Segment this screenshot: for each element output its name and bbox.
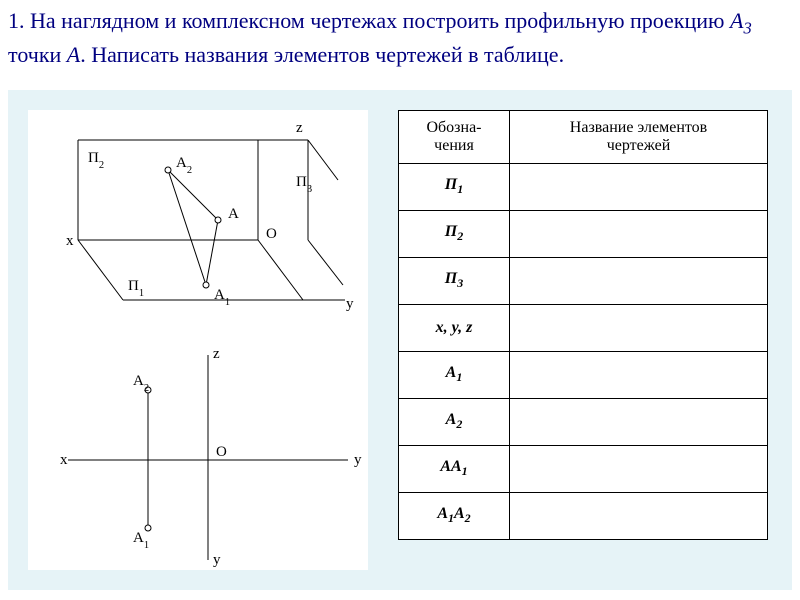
svg-text:O: O: [266, 226, 277, 242]
svg-text:П1: П1: [128, 278, 144, 299]
table-row: AA1: [399, 446, 768, 493]
svg-text:A1: A1: [214, 287, 230, 308]
table-row: A1: [399, 352, 768, 399]
content-panel: zxOyП1П2П3AA1A2zyyxOA1A2 Обозна-чения На…: [8, 90, 792, 590]
svg-text:O: O: [216, 444, 227, 460]
row-label: A1A2: [399, 493, 510, 540]
table-row: П3: [399, 258, 768, 305]
svg-text:A: A: [228, 206, 239, 222]
row-label: AA1: [399, 446, 510, 493]
table-row: П1: [399, 164, 768, 211]
svg-text:z: z: [213, 346, 220, 362]
svg-text:x: x: [66, 233, 74, 249]
row-value: [510, 352, 768, 399]
row-value: [510, 399, 768, 446]
svg-text:y: y: [346, 296, 354, 312]
row-label: A1: [399, 352, 510, 399]
elements-table: Обозна-чения Название элементовчертежей …: [398, 110, 768, 540]
row-value: [510, 211, 768, 258]
row-label: П1: [399, 164, 510, 211]
svg-text:A1: A1: [133, 530, 149, 551]
task-text: 1. На наглядном и комплексном чертежах п…: [8, 6, 792, 69]
svg-text:y: y: [213, 552, 221, 568]
drawings-box: z x Oy П1 П2 П3 A A1 A2 z y y x O A1 A2: [28, 110, 368, 570]
svg-text:A2: A2: [176, 155, 192, 176]
col-header-nazv: Название элементовчертежей: [510, 111, 768, 164]
row-label: x, y, z: [399, 305, 510, 352]
row-value: [510, 305, 768, 352]
svg-text:z: z: [296, 120, 303, 136]
svg-text:y: y: [354, 452, 362, 468]
row-label: П2: [399, 211, 510, 258]
drawings-svg: z x Oy П1 П2 П3 A A1 A2 z y y x O A1 A2: [28, 110, 368, 570]
row-value: [510, 164, 768, 211]
row-value: [510, 258, 768, 305]
table-row: A1A2: [399, 493, 768, 540]
svg-text:x: x: [60, 452, 68, 468]
svg-text:П2: П2: [88, 150, 104, 171]
table-header-row: Обозна-чения Название элементовчертежей: [399, 111, 768, 164]
svg-text:П3: П3: [296, 174, 312, 195]
row-value: [510, 446, 768, 493]
col-header-oboz: Обозна-чения: [399, 111, 510, 164]
svg-text:A2: A2: [133, 373, 149, 394]
row-value: [510, 493, 768, 540]
table-row: A2: [399, 399, 768, 446]
table-row: x, y, z: [399, 305, 768, 352]
row-label: П3: [399, 258, 510, 305]
row-label: A2: [399, 399, 510, 446]
table-row: П2: [399, 211, 768, 258]
